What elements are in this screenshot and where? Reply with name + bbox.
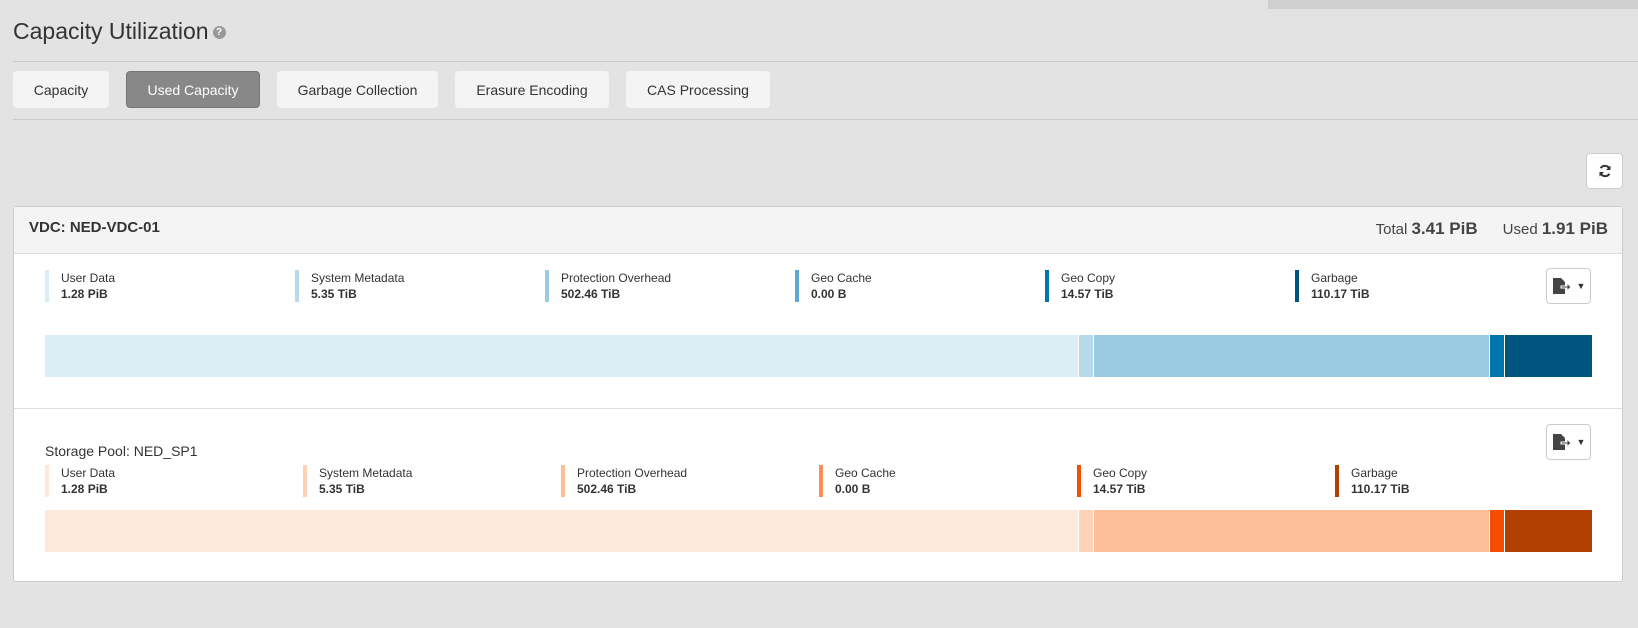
legend-value: 0.00 B xyxy=(811,287,847,301)
bar-segment[interactable] xyxy=(1093,335,1491,377)
legend-label: Protection Overhead xyxy=(577,466,688,480)
legend-label: Geo Copy xyxy=(1093,466,1148,480)
bar-segment[interactable] xyxy=(1078,335,1094,377)
legend-value: 1.28 PiB xyxy=(61,482,108,496)
divider xyxy=(14,408,1622,409)
legend-item: Geo Cache 0.00 B xyxy=(795,270,872,302)
refresh-button[interactable] xyxy=(1586,153,1623,189)
vdc-title: VDC: NED-VDC-01 xyxy=(29,219,160,236)
legend-label: Geo Copy xyxy=(1061,271,1116,285)
tab-cas-processing[interactable]: CAS Processing xyxy=(626,71,770,108)
bar-segment[interactable] xyxy=(1505,335,1592,377)
legend-label: User Data xyxy=(61,466,116,480)
bar-segment[interactable] xyxy=(45,335,1079,377)
legend-value: 14.57 TiB xyxy=(1061,287,1114,301)
legend-value: 5.35 TiB xyxy=(319,482,365,496)
bar-segment[interactable] xyxy=(1505,510,1592,552)
legend-label: Geo Cache xyxy=(835,466,896,480)
bar-segment[interactable] xyxy=(45,510,1079,552)
legend-item: Geo Copy 14.57 TiB xyxy=(1077,465,1147,497)
top-scroll-region xyxy=(1268,0,1638,9)
export-icon xyxy=(1552,278,1572,294)
legend-value: 1.28 PiB xyxy=(61,287,108,301)
tab-capacity[interactable]: Capacity xyxy=(13,71,109,108)
tab-erasure-encoding[interactable]: Erasure Encoding xyxy=(455,71,609,108)
legend-value: 502.46 TiB xyxy=(577,482,637,496)
refresh-icon xyxy=(1599,164,1610,178)
page-title: Capacity Utilization? xyxy=(13,18,226,45)
legend-label: Garbage xyxy=(1311,271,1358,285)
legend-item: Geo Cache 0.00 B xyxy=(819,465,896,497)
legend-item: Geo Copy 14.57 TiB xyxy=(1045,270,1115,302)
caret-down-icon: ▼ xyxy=(1576,437,1586,447)
legend-label: User Data xyxy=(61,271,116,285)
tab-used-capacity[interactable]: Used Capacity xyxy=(126,71,260,108)
vdc-totals: Total 3.41 PiB Used 1.91 PiB xyxy=(1375,219,1608,238)
legend-label: System Metadata xyxy=(319,466,413,480)
total-value: 3.41 PiB xyxy=(1411,219,1478,238)
legend-label: System Metadata xyxy=(311,271,405,285)
legend-value: 502.46 TiB xyxy=(561,287,621,301)
legend-value: 0.00 B xyxy=(835,482,871,496)
bar-segment[interactable] xyxy=(1490,510,1506,552)
vdc-header: VDC: NED-VDC-01 Total 3.41 PiB Used 1.91… xyxy=(14,207,1622,254)
legend-item: Protection Overhead 502.46 TiB xyxy=(545,270,671,302)
legend-label: Geo Cache xyxy=(811,271,872,285)
export-dropdown-button[interactable]: ▼ xyxy=(1546,424,1591,460)
vdc-usage-bar xyxy=(45,335,1592,377)
legend-label: Garbage xyxy=(1351,466,1398,480)
legend-item: System Metadata 5.35 TiB xyxy=(295,270,404,302)
legend-value: 110.17 TiB xyxy=(1351,482,1410,496)
export-icon xyxy=(1552,434,1572,450)
legend-item: Garbage 110.17 TiB xyxy=(1335,465,1410,497)
legend-item: User Data 1.28 PiB xyxy=(45,465,115,497)
legend-value: 110.17 TiB xyxy=(1311,287,1370,301)
bar-segment[interactable] xyxy=(1078,510,1094,552)
divider xyxy=(13,119,1638,120)
vdc-panel: VDC: NED-VDC-01 Total 3.41 PiB Used 1.91… xyxy=(13,206,1623,582)
legend-label: Protection Overhead xyxy=(561,271,672,285)
help-icon[interactable]: ? xyxy=(212,26,226,40)
bar-segment[interactable] xyxy=(1093,510,1491,552)
legend-item: User Data 1.28 PiB xyxy=(45,270,115,302)
pool-usage-bar xyxy=(45,510,1592,552)
tab-garbage-collection[interactable]: Garbage Collection xyxy=(277,71,438,108)
bar-segment[interactable] xyxy=(1490,335,1506,377)
legend-item: Protection Overhead 502.46 TiB xyxy=(561,465,687,497)
export-dropdown-button[interactable]: ▼ xyxy=(1546,268,1591,304)
used-value: 1.91 PiB xyxy=(1541,219,1608,238)
legend-value: 5.35 TiB xyxy=(311,287,357,301)
storage-pool-title: Storage Pool: NED_SP1 xyxy=(45,443,198,459)
legend-value: 14.57 TiB xyxy=(1093,482,1146,496)
legend-item: Garbage 110.17 TiB xyxy=(1295,270,1370,302)
divider xyxy=(13,61,1638,62)
legend-item: System Metadata 5.35 TiB xyxy=(303,465,412,497)
caret-down-icon: ▼ xyxy=(1576,281,1586,291)
